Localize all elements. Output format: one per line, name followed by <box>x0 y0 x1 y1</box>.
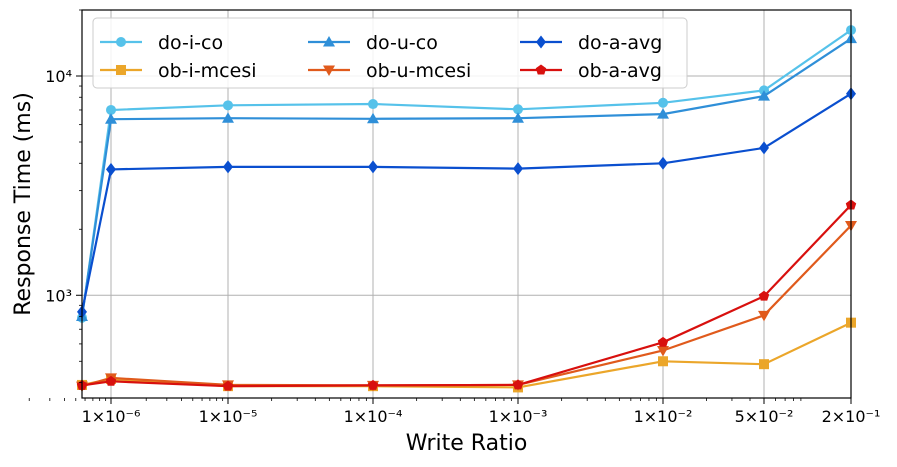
series-ob-a-avg <box>76 199 857 391</box>
x-tick-label: 1×10⁻⁵ <box>199 407 258 426</box>
legend-entry: ob-i-mcesi <box>100 60 257 82</box>
point-marker <box>512 379 524 390</box>
point-marker <box>513 162 523 176</box>
point-marker <box>106 162 116 176</box>
point-marker <box>658 156 668 170</box>
point-marker <box>222 112 234 123</box>
point-marker <box>116 37 126 47</box>
legend-label: do-i-co <box>158 32 223 54</box>
point-marker <box>758 90 770 101</box>
x-tick-label: 5×10⁻² <box>735 407 794 426</box>
point-marker <box>222 380 234 391</box>
point-marker <box>223 160 233 174</box>
x-tick-label: 1×10⁻² <box>634 407 693 426</box>
plot-frame <box>81 9 852 399</box>
point-marker <box>116 65 126 75</box>
legend-label: do-a-avg <box>578 32 662 54</box>
y-tick-label: 10⁴ <box>45 67 72 86</box>
legend: do-i-co ob-i-mcesi do-u-co ob-u-mcesi do-a-a… <box>92 17 688 89</box>
point-marker <box>367 112 379 124</box>
legend-entry: do-i-co <box>100 32 223 54</box>
x-tick-label: 1×10⁻⁴ <box>344 407 403 426</box>
point-marker <box>368 160 378 174</box>
y-tick-label: 10³ <box>45 286 72 305</box>
point-marker <box>223 100 233 111</box>
series-line <box>80 37 852 317</box>
point-marker <box>658 356 668 367</box>
y-axis-title: Response Time (ms) <box>11 92 36 316</box>
series-lines <box>76 25 857 393</box>
point-marker <box>105 113 117 124</box>
legend-label: ob-u-mcesi <box>366 60 471 82</box>
legend-label: do-u-co <box>366 32 438 54</box>
point-marker <box>512 112 524 123</box>
x-tick-label: 1×10⁻³ <box>489 407 548 426</box>
point-marker <box>657 336 669 347</box>
axes: 1×10⁻⁶ 1×10⁻⁵ 1×10⁻⁴ 1×10⁻³ 1×10⁻² 5×10⁻² 2×10… <box>28 9 881 426</box>
series-line <box>81 224 852 388</box>
point-marker <box>513 104 523 115</box>
x-tick-label: 2×10⁻¹ <box>822 407 881 426</box>
point-marker <box>758 310 770 322</box>
point-marker <box>535 64 547 75</box>
legend-entry: ob-u-mcesi <box>308 60 471 82</box>
series-ob-i-mcesi <box>77 317 856 393</box>
series-line <box>81 204 852 388</box>
point-marker <box>323 36 335 47</box>
x-tick-label: 1×10⁻⁶ <box>82 407 141 426</box>
point-marker <box>323 65 335 76</box>
series-do-a-avg <box>77 87 856 319</box>
point-marker <box>759 359 769 370</box>
legend-label: ob-i-mcesi <box>158 60 257 82</box>
x-axis-title: Write Ratio <box>406 431 528 456</box>
legend-entry: do-u-co <box>308 32 438 54</box>
series-line <box>80 92 852 313</box>
point-marker <box>367 379 379 390</box>
point-marker <box>657 345 669 357</box>
legend-label: ob-a-avg <box>578 60 662 82</box>
point-marker <box>536 35 546 49</box>
point-marker <box>758 290 770 301</box>
series-line <box>80 29 852 318</box>
legend-entry: ob-a-avg <box>520 60 662 82</box>
legend-entry: do-a-avg <box>520 32 662 54</box>
point-marker <box>759 141 769 155</box>
point-marker <box>657 108 669 119</box>
point-marker <box>658 97 668 108</box>
series-line <box>81 321 852 389</box>
point-marker <box>368 99 378 110</box>
point-marker <box>106 104 116 115</box>
point-marker <box>105 375 117 386</box>
